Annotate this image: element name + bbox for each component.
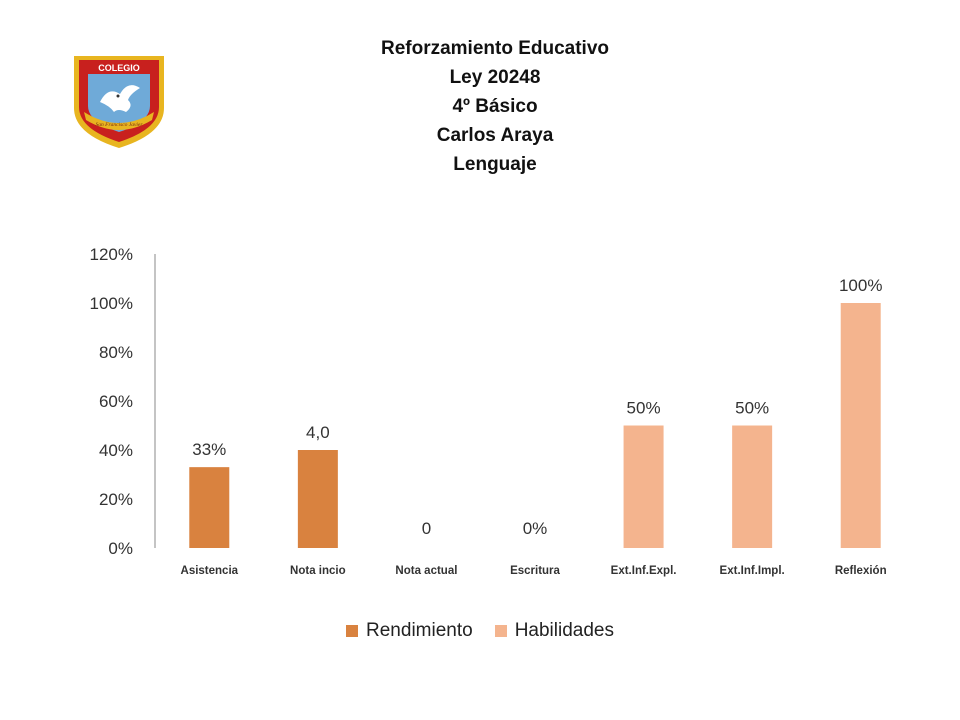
legend-item-rendimiento: Rendimiento [346,620,473,642]
data-label: 4,0 [306,423,330,442]
x-tick-label: Reflexión [835,565,887,577]
y-tick-label: 120% [90,245,133,264]
bar-rendimiento-1 [297,450,338,548]
bar-rendimiento-0 [189,467,230,548]
bar-habilidades-5 [732,425,773,548]
data-label: 0 [422,519,431,538]
x-tick-label: Asistencia [181,565,239,577]
school-logo: COLEGIO San Francisco Javier [70,50,168,150]
bar-habilidades-6 [840,303,881,548]
logo-text-bottom: San Francisco Javier [95,122,143,128]
y-tick-label: 100% [90,294,133,313]
y-tick-label: 60% [99,392,133,411]
logo-text-top: COLEGIO [98,63,140,73]
legend-item-habilidades: Habilidades [494,620,614,642]
x-tick-label: Ext.Inf.Expl. [611,565,677,577]
data-label: 50% [627,399,661,418]
data-label: 50% [735,399,769,418]
data-label: 33% [192,440,226,459]
legend-label-habilidades: Habilidades [514,620,614,641]
x-tick-label: Ext.Inf.Impl. [720,565,785,577]
legend-swatch-habilidades [494,625,507,637]
y-tick-label: 80% [99,343,133,362]
x-tick-label: Escritura [510,565,560,577]
title-line-3: 4º Básico [452,96,538,117]
bar-habilidades-4 [623,425,664,548]
title-line-5: Lenguaje [453,154,537,175]
y-tick-label: 40% [99,441,133,460]
legend-swatch-rendimiento [346,625,359,637]
data-label: 100% [839,276,882,295]
chart-legend: Rendimiento Habilidades [0,620,960,642]
title-line-2: Ley 20248 [449,67,541,88]
x-tick-label: Nota actual [395,565,457,577]
chart-title: Reforzamiento Educativo Ley 20248 4º Bás… [300,34,690,179]
title-line-4: Carlos Araya [436,125,554,146]
data-label: 0% [523,519,548,538]
y-tick-label: 0% [108,539,133,558]
x-tick-label: Nota incio [290,565,346,577]
legend-label-rendimiento: Rendimiento [366,620,473,641]
school-shield-dove-logo-icon: COLEGIO San Francisco Javier [74,56,164,148]
y-tick-label: 20% [99,490,133,509]
title-line-1: Reforzamiento Educativo [380,38,610,59]
